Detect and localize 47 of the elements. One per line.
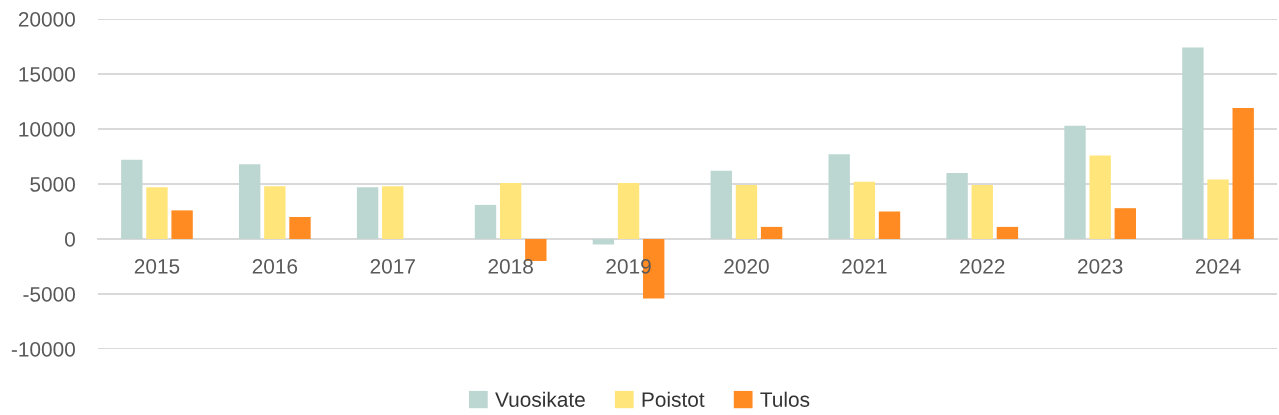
legend-label: Poistot [642, 391, 705, 407]
x-tick-label: 2024 [1195, 258, 1241, 274]
legend-label: Vuosikate [495, 391, 585, 407]
bar [853, 181, 876, 239]
bar [996, 226, 1019, 239]
bar [946, 173, 968, 239]
legend-label: Tulos [760, 391, 810, 407]
bar [1114, 208, 1136, 239]
bar [499, 182, 522, 239]
bar [710, 170, 732, 239]
x-tick-label: 2023 [1078, 258, 1123, 274]
y-tick-label: -10000 [11, 342, 75, 357]
y-tick-label: 20000 [18, 12, 75, 27]
bar [264, 186, 286, 239]
bar [828, 154, 850, 239]
bar [760, 226, 783, 239]
bar [382, 186, 404, 239]
bar [971, 185, 993, 239]
bar [1182, 47, 1204, 239]
x-tick-label: 2020 [724, 258, 769, 274]
bar [525, 239, 547, 261]
bar [289, 217, 311, 239]
bar [617, 182, 640, 239]
bar [356, 187, 379, 239]
bar [592, 239, 615, 245]
bar [1232, 108, 1254, 239]
y-tick-label: 5000 [30, 177, 75, 192]
y-tick-label: 0 [65, 232, 75, 247]
bar [878, 211, 901, 239]
bar [1089, 155, 1111, 239]
x-tick-label: 2016 [252, 258, 298, 274]
y-tick-label: -5000 [23, 287, 75, 302]
bar [239, 164, 261, 239]
y-tick-label: 15000 [19, 67, 75, 82]
bar [1207, 179, 1229, 239]
bar [735, 185, 758, 239]
x-tick-label: 2015 [134, 258, 180, 274]
x-tick-label: 2017 [370, 258, 415, 274]
bar [171, 210, 193, 239]
bar [146, 187, 168, 239]
x-tick-label: 2022 [960, 258, 1005, 274]
x-tick-label: 2021 [842, 258, 887, 274]
x-tick-label: 2018 [488, 258, 533, 274]
y-tick-label: 10000 [19, 122, 75, 137]
bar [121, 159, 143, 239]
bar [474, 204, 497, 239]
bar [1064, 125, 1086, 239]
